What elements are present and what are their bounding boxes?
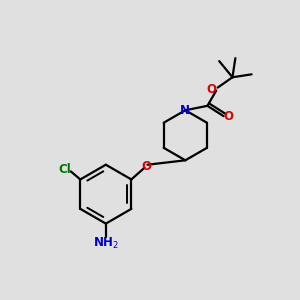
Text: O: O xyxy=(141,160,151,173)
Text: NH$_2$: NH$_2$ xyxy=(93,236,119,251)
Text: O: O xyxy=(224,110,234,123)
Text: Cl: Cl xyxy=(58,164,71,176)
Text: O: O xyxy=(206,82,216,95)
Text: N: N xyxy=(180,104,190,117)
